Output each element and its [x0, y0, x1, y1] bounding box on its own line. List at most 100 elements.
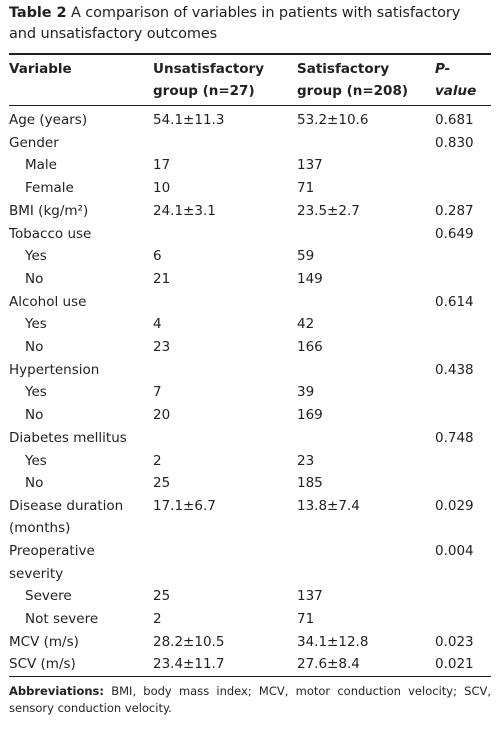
row-unsat — [153, 359, 297, 382]
row-p: 0.004 — [435, 542, 474, 559]
row-variable: No — [25, 270, 44, 287]
row-variable: Yes — [25, 384, 47, 401]
row-unsat: 20 — [153, 407, 171, 424]
row-p: 0.681 — [435, 112, 474, 128]
row-variable: Preoperative severity — [9, 542, 95, 582]
row-unsat — [153, 540, 297, 585]
row-p — [435, 313, 491, 336]
row-variable: BMI (kg/m²) — [9, 202, 89, 219]
header-rule — [9, 105, 491, 106]
row-unsat: 25 — [153, 588, 171, 605]
row-sat: 137 — [297, 588, 323, 605]
table-row: Age (years) 54.1±11.3 53.2±10.6 0.681 — [9, 106, 491, 132]
header-p-value: P-value — [435, 61, 477, 99]
row-unsat — [153, 132, 297, 155]
row-variable: Diabetes mellitus — [9, 429, 127, 446]
row-sat: 59 — [297, 248, 315, 265]
data-table: Variable Unsatisfactory group (n=27) Sati… — [9, 55, 491, 105]
row-variable: Yes — [25, 248, 47, 265]
row-variable: Disease duration (months) — [9, 497, 124, 537]
row-unsat — [153, 291, 297, 314]
row-p — [435, 177, 491, 200]
table-row: Yes 6 59 — [9, 245, 491, 268]
row-p: 0.287 — [435, 202, 474, 219]
row-p — [435, 404, 491, 427]
table-row: Yes 2 23 — [9, 450, 491, 473]
row-variable: Gender — [9, 134, 59, 151]
row-p — [435, 472, 491, 495]
row-variable: No — [25, 407, 44, 424]
row-p: 0.029 — [435, 497, 474, 514]
footnote-label: Abbreviations: — [9, 684, 105, 699]
row-variable: MCV (m/s) — [9, 633, 79, 650]
row-p: 0.021 — [435, 656, 474, 673]
top-rule — [9, 53, 491, 55]
row-sat: 166 — [297, 339, 323, 356]
row-sat: 23.5±2.7 — [297, 202, 360, 219]
table-row: Severe 25 137 — [9, 585, 491, 608]
row-sat: 23 — [297, 452, 315, 469]
table-row: No 21 149 — [9, 268, 491, 291]
row-variable: Female — [25, 180, 74, 197]
header-unsatisfactory: Unsatisfactory group (n=27) — [153, 61, 265, 99]
row-sat: 169 — [297, 407, 323, 424]
row-p — [435, 608, 491, 631]
header-variable: Variable — [9, 61, 72, 77]
row-variable: Alcohol use — [9, 293, 87, 310]
bottom-rule — [9, 676, 491, 678]
row-variable: Hypertension — [9, 361, 100, 378]
row-unsat: 24.1±3.1 — [153, 202, 216, 219]
row-p: 0.830 — [435, 134, 474, 151]
row-unsat: 7 — [153, 384, 162, 401]
row-sat: 39 — [297, 384, 315, 401]
row-sat — [297, 427, 435, 450]
row-sat: 42 — [297, 316, 315, 333]
row-sat — [297, 540, 435, 585]
row-unsat: 2 — [153, 452, 162, 469]
row-variable: Tobacco use — [9, 225, 92, 242]
table-row: No 20 169 — [9, 404, 491, 427]
row-unsat: 23 — [153, 339, 171, 356]
row-sat: 53.2±10.6 — [297, 112, 369, 128]
row-sat — [297, 132, 435, 155]
row-variable: No — [25, 475, 44, 492]
row-unsat: 25 — [153, 475, 171, 492]
row-unsat: 23.4±11.7 — [153, 656, 225, 673]
header-row: Variable Unsatisfactory group (n=27) Sati… — [9, 55, 491, 105]
row-variable: SCV (m/s) — [9, 656, 76, 673]
row-p — [435, 268, 491, 291]
table-row: Yes 7 39 — [9, 381, 491, 404]
row-unsat: 4 — [153, 316, 162, 333]
row-p: 0.438 — [435, 361, 474, 378]
table-title: A comparison of variables in patients wi… — [9, 5, 461, 42]
table-row: Hypertension 0.438 — [9, 359, 491, 382]
table-row: Preoperative severity 0.004 — [9, 540, 491, 585]
row-p: 0.649 — [435, 225, 474, 242]
row-unsat: 6 — [153, 248, 162, 265]
row-sat — [297, 223, 435, 246]
row-sat — [297, 359, 435, 382]
row-sat: 34.1±12.8 — [297, 633, 369, 650]
row-unsat — [153, 427, 297, 450]
table-row: Alcohol use 0.614 — [9, 291, 491, 314]
table-row: Female 10 71 — [9, 177, 491, 200]
table-row: Not severe 2 71 — [9, 608, 491, 631]
table-footnote: Abbreviations: BMI, body mass index; MCV… — [9, 683, 491, 717]
table-row: MCV (m/s) 28.2±10.5 34.1±12.8 0.023 — [9, 631, 491, 654]
row-unsat: 21 — [153, 270, 171, 287]
row-unsat: 2 — [153, 611, 162, 628]
row-sat: 137 — [297, 157, 323, 174]
table-row: Tobacco use 0.649 — [9, 223, 491, 246]
row-variable: Not severe — [25, 611, 99, 628]
row-unsat — [153, 223, 297, 246]
row-p: 0.023 — [435, 633, 474, 650]
header-satisfactory: Satisfactory group (n=208) — [297, 61, 409, 99]
row-sat: 13.8±7.4 — [297, 497, 360, 514]
row-sat — [297, 291, 435, 314]
table-row: BMI (kg/m²) 24.1±3.1 23.5±2.7 0.287 — [9, 200, 491, 223]
row-unsat: 54.1±11.3 — [153, 112, 225, 128]
row-variable: Yes — [25, 316, 47, 333]
table-row: SCV (m/s) 23.4±11.7 27.6±8.4 0.021 — [9, 653, 491, 676]
row-variable: No — [25, 339, 44, 356]
table-row: No 25 185 — [9, 472, 491, 495]
